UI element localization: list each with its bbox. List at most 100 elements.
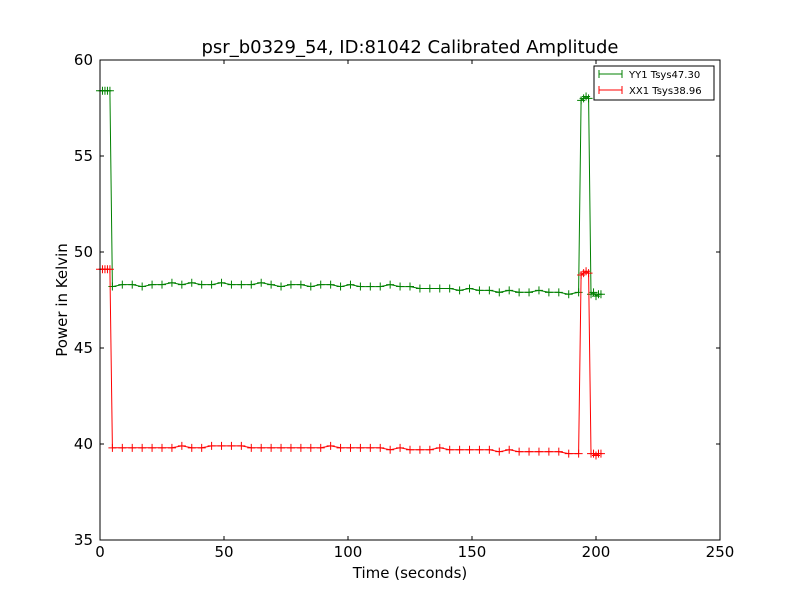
data-point (346, 443, 355, 452)
x-tick-label: 250 (706, 543, 735, 561)
data-point (584, 94, 593, 103)
data-point (485, 286, 494, 295)
data-point (485, 445, 494, 454)
data-point (326, 280, 335, 289)
data-point (525, 288, 534, 297)
data-point (167, 443, 176, 452)
data-point (286, 280, 295, 289)
data-point (505, 445, 514, 454)
data-point (277, 282, 286, 291)
legend: YY1 Tsys47.30 XX1 Tsys38.96 (593, 65, 715, 101)
data-point (425, 445, 434, 454)
x-tick-label: 200 (582, 543, 611, 561)
legend-marker-yy1 (598, 70, 623, 78)
y-tick-label: 55 (74, 147, 93, 165)
data-point (465, 445, 474, 454)
data-point (445, 445, 454, 454)
ticks-layer: 0 50 100 150 200 250 35 40 45 50 55 60 (74, 51, 734, 561)
data-point (435, 443, 444, 452)
data-point (415, 445, 424, 454)
data-point (396, 443, 405, 452)
data-point (465, 284, 474, 293)
data-point (207, 280, 216, 289)
data-point (247, 443, 256, 452)
legend-marker-xx1 (598, 86, 623, 94)
data-point (415, 284, 424, 293)
data-point (187, 443, 196, 452)
data-point (326, 441, 335, 450)
chart-title: psr_b0329_54, ID:81042 Calibrated Amplit… (202, 37, 619, 58)
data-point (138, 282, 147, 291)
data-point (406, 282, 414, 291)
data-point (366, 282, 375, 291)
data-point (296, 443, 305, 452)
data-point (306, 282, 315, 291)
data-point (177, 280, 186, 289)
data-point (227, 280, 236, 289)
data-point (396, 282, 405, 291)
data-point (336, 443, 345, 452)
data-point (376, 443, 385, 452)
data-point (217, 441, 226, 450)
data-point (316, 280, 325, 289)
data-point (596, 290, 605, 299)
data-point (425, 284, 434, 293)
data-point (105, 265, 114, 274)
data-point (237, 441, 246, 450)
series-yy1 (96, 86, 605, 301)
data-point (296, 280, 305, 289)
y-tick-label: 40 (74, 435, 93, 453)
data-point (138, 443, 147, 452)
data-point (515, 288, 524, 297)
y-tick-label: 35 (74, 531, 93, 549)
x-axis-label: Time (seconds) (352, 564, 468, 582)
data-point (574, 449, 583, 458)
data-point (596, 449, 605, 458)
data-point (544, 288, 553, 297)
data-point (336, 282, 345, 291)
data-point (316, 443, 325, 452)
data-point (366, 443, 375, 452)
data-point (197, 443, 206, 452)
data-point (505, 286, 514, 295)
data-point (108, 443, 117, 452)
data-point (386, 445, 395, 454)
data-point (207, 441, 216, 450)
y-tick-label: 60 (74, 51, 93, 69)
data-point (435, 284, 444, 293)
data-point (177, 441, 186, 450)
data-point (495, 447, 504, 456)
data-point (356, 282, 365, 291)
data-point (148, 443, 157, 452)
legend-label-yy1: YY1 Tsys47.30 (628, 70, 700, 81)
legend-label-xx1: XX1 Tsys38.96 (629, 86, 702, 97)
data-point (564, 449, 573, 458)
data-point (158, 280, 166, 289)
data-point (554, 288, 563, 297)
data-point (346, 280, 355, 289)
data-point (257, 278, 266, 287)
data-point (455, 286, 464, 295)
series-xx1 (96, 265, 605, 460)
data-point (167, 278, 176, 287)
x-tick-label: 50 (214, 543, 233, 561)
data-point (257, 443, 266, 452)
data-point (128, 443, 137, 452)
data-point (515, 447, 524, 456)
data-point (564, 290, 573, 299)
data-point (455, 445, 464, 454)
data-point (584, 269, 593, 278)
data-point (247, 280, 256, 289)
data-point (475, 286, 484, 295)
data-point (105, 86, 114, 95)
data-point (554, 447, 563, 456)
data-point (286, 443, 295, 452)
data-point (475, 445, 484, 454)
data-point (495, 288, 504, 297)
data-point (118, 443, 127, 452)
data-point (445, 284, 454, 293)
data-point (237, 280, 246, 289)
data-point (148, 280, 157, 289)
data-point (158, 443, 166, 452)
data-point (406, 445, 414, 454)
